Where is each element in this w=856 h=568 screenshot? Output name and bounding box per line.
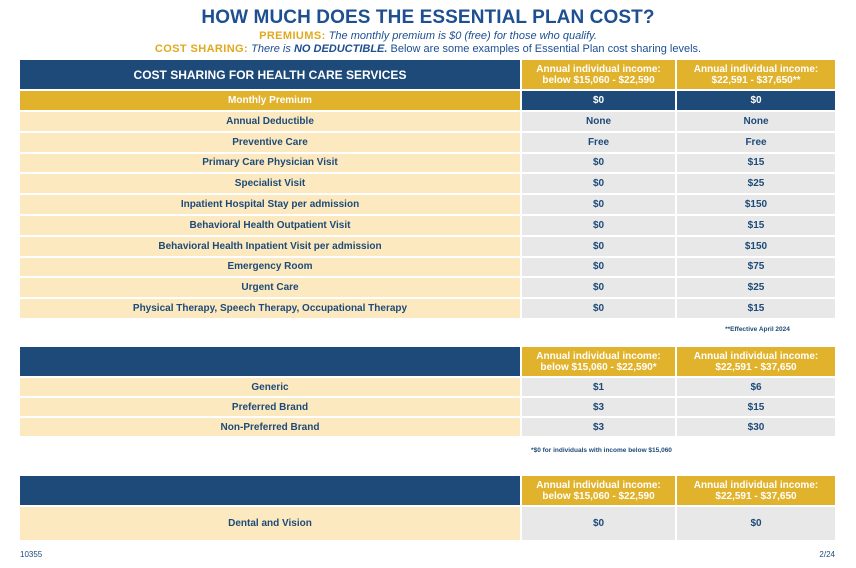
- row-value-2: $25: [677, 278, 835, 300]
- row-label: Dental and Vision: [20, 507, 522, 542]
- row-value-1: $1: [522, 378, 677, 398]
- document-date: 2/24: [819, 550, 835, 559]
- row-value-2: $30: [677, 418, 835, 438]
- income-column-1-header: Annual individual income: below $15,060 …: [522, 476, 677, 507]
- row-value-2: $150: [677, 195, 835, 216]
- table-header-row: COST SHARING FOR HEALTH CARE SERVICES An…: [20, 60, 835, 91]
- document-number: 10355: [20, 550, 43, 559]
- prescription-table: Annual individual income: below $15,060 …: [20, 347, 835, 438]
- dental-vision-table: Annual individual income: below $15,060 …: [20, 476, 835, 542]
- table-header: COST SHARING FOR HEALTH CARE SERVICES: [20, 60, 522, 91]
- row-value-1: $0: [522, 299, 677, 320]
- row-value-1: $0: [522, 91, 677, 112]
- income-column-1-header: Annual individual income: below $15,060 …: [522, 347, 677, 378]
- row-value-1: $0: [522, 174, 677, 196]
- row-value-1: None: [522, 112, 677, 133]
- row-value-1: $0: [522, 215, 677, 237]
- row-value-2: $15: [677, 299, 835, 320]
- row-label: Urgent Care: [20, 278, 522, 300]
- row-value-1: $0: [522, 195, 677, 216]
- row-value-2: $25: [677, 174, 835, 196]
- row-value-2: $15: [677, 215, 835, 237]
- row-value-1: $0: [522, 153, 677, 175]
- row-label: Primary Care Physician Visit: [20, 153, 522, 175]
- row-value-1: $0: [522, 278, 677, 300]
- premiums-text: The monthly premium is $0 (free) for tho…: [328, 30, 597, 42]
- table-row: Physical Therapy, Speech Therapy, Occupa…: [20, 299, 835, 320]
- row-value-2: $6: [677, 378, 835, 398]
- row-value-2: $0: [677, 507, 835, 542]
- row-label: Preventive Care: [20, 132, 522, 154]
- row-value-2: $0: [677, 91, 835, 112]
- table-row: Preventive Care Free Free: [20, 132, 835, 154]
- page-title: HOW MUCH DOES THE ESSENTIAL PLAN COST?: [201, 7, 655, 28]
- cost-sharing-line: COST SHARING: There is NO DEDUCTIBLE. Be…: [0, 43, 856, 55]
- row-value-1: $0: [522, 507, 677, 542]
- row-label: Behavioral Health Outpatient Visit: [20, 215, 522, 237]
- row-label: Physical Therapy, Speech Therapy, Occupa…: [20, 299, 522, 320]
- health-services-table: COST SHARING FOR HEALTH CARE SERVICES An…: [20, 60, 835, 320]
- cost-sharing-emph: NO DEDUCTIBLE.: [293, 43, 388, 55]
- table-row: Annual Deductible None None: [20, 112, 835, 133]
- row-value-1: $3: [522, 398, 677, 418]
- table-row: Non-Preferred Brand $3 $30: [20, 418, 835, 438]
- table-row: Dental and Vision $0 $0: [20, 507, 835, 542]
- table-row: Preferred Brand $3 $15: [20, 398, 835, 418]
- row-label: Inpatient Hospital Stay per admission: [20, 195, 522, 216]
- cost-sharing-rest: Below are some examples of Essential Pla…: [390, 43, 702, 55]
- table-row: Primary Care Physician Visit $0 $15: [20, 153, 835, 175]
- row-value-1: $0: [522, 257, 677, 279]
- table-header: [20, 476, 522, 507]
- table-row: Behavioral Health Inpatient Visit per ad…: [20, 236, 835, 258]
- row-label: Non-Preferred Brand: [20, 418, 522, 438]
- table-header: [20, 347, 522, 378]
- row-value-2: None: [677, 112, 835, 133]
- cost-sharing-lead: There is: [251, 43, 291, 55]
- row-value-2: $150: [677, 236, 835, 258]
- table-row: Behavioral Health Outpatient Visit $0 $15: [20, 215, 835, 237]
- premiums-label: PREMIUMS:: [259, 30, 326, 42]
- row-value-1: $3: [522, 418, 677, 438]
- premiums-line: PREMIUMS: The monthly premium is $0 (fre…: [0, 30, 856, 42]
- row-value-1: Free: [522, 132, 677, 154]
- row-value-2: $15: [677, 398, 835, 418]
- row-label: Preferred Brand: [20, 398, 522, 418]
- row-value-2: $75: [677, 257, 835, 279]
- row-label: Generic: [20, 378, 522, 398]
- income-column-2-header: Annual individual income: $22,591 - $37,…: [677, 347, 835, 378]
- low-income-note: *$0 for individuals with income below $1…: [531, 447, 672, 454]
- row-label: Behavioral Health Inpatient Visit per ad…: [20, 236, 522, 258]
- row-value-1: $0: [522, 236, 677, 258]
- row-label: Monthly Premium: [20, 91, 522, 112]
- row-label: Specialist Visit: [20, 174, 522, 196]
- income-column-1-header: Annual individual income: below $15,060 …: [522, 60, 677, 91]
- row-label: Emergency Room: [20, 257, 522, 279]
- table-row: Generic $1 $6: [20, 378, 835, 398]
- table-row: Inpatient Hospital Stay per admission $0 $…: [20, 195, 835, 216]
- row-value-2: $15: [677, 153, 835, 175]
- table-row: Specialist Visit $0 $25: [20, 174, 835, 196]
- cost-sharing-label: COST SHARING:: [154, 43, 249, 55]
- income-column-2-header: Annual individual income: $22,591 - $37,…: [677, 476, 835, 507]
- table-row: Urgent Care $0 $25: [20, 278, 835, 300]
- table-header-row: Annual individual income: below $15,060 …: [20, 476, 835, 507]
- income-column-2-header: Annual individual income: $22,591 - $37,…: [677, 60, 835, 91]
- monthly-premium-row: Monthly Premium $0 $0: [20, 91, 835, 112]
- table-header-row: Annual individual income: below $15,060 …: [20, 347, 835, 378]
- row-label: Annual Deductible: [20, 112, 522, 133]
- row-value-2: Free: [677, 132, 835, 154]
- effective-date-note: **Effective April 2024: [725, 326, 790, 333]
- table-row: Emergency Room $0 $75: [20, 257, 835, 279]
